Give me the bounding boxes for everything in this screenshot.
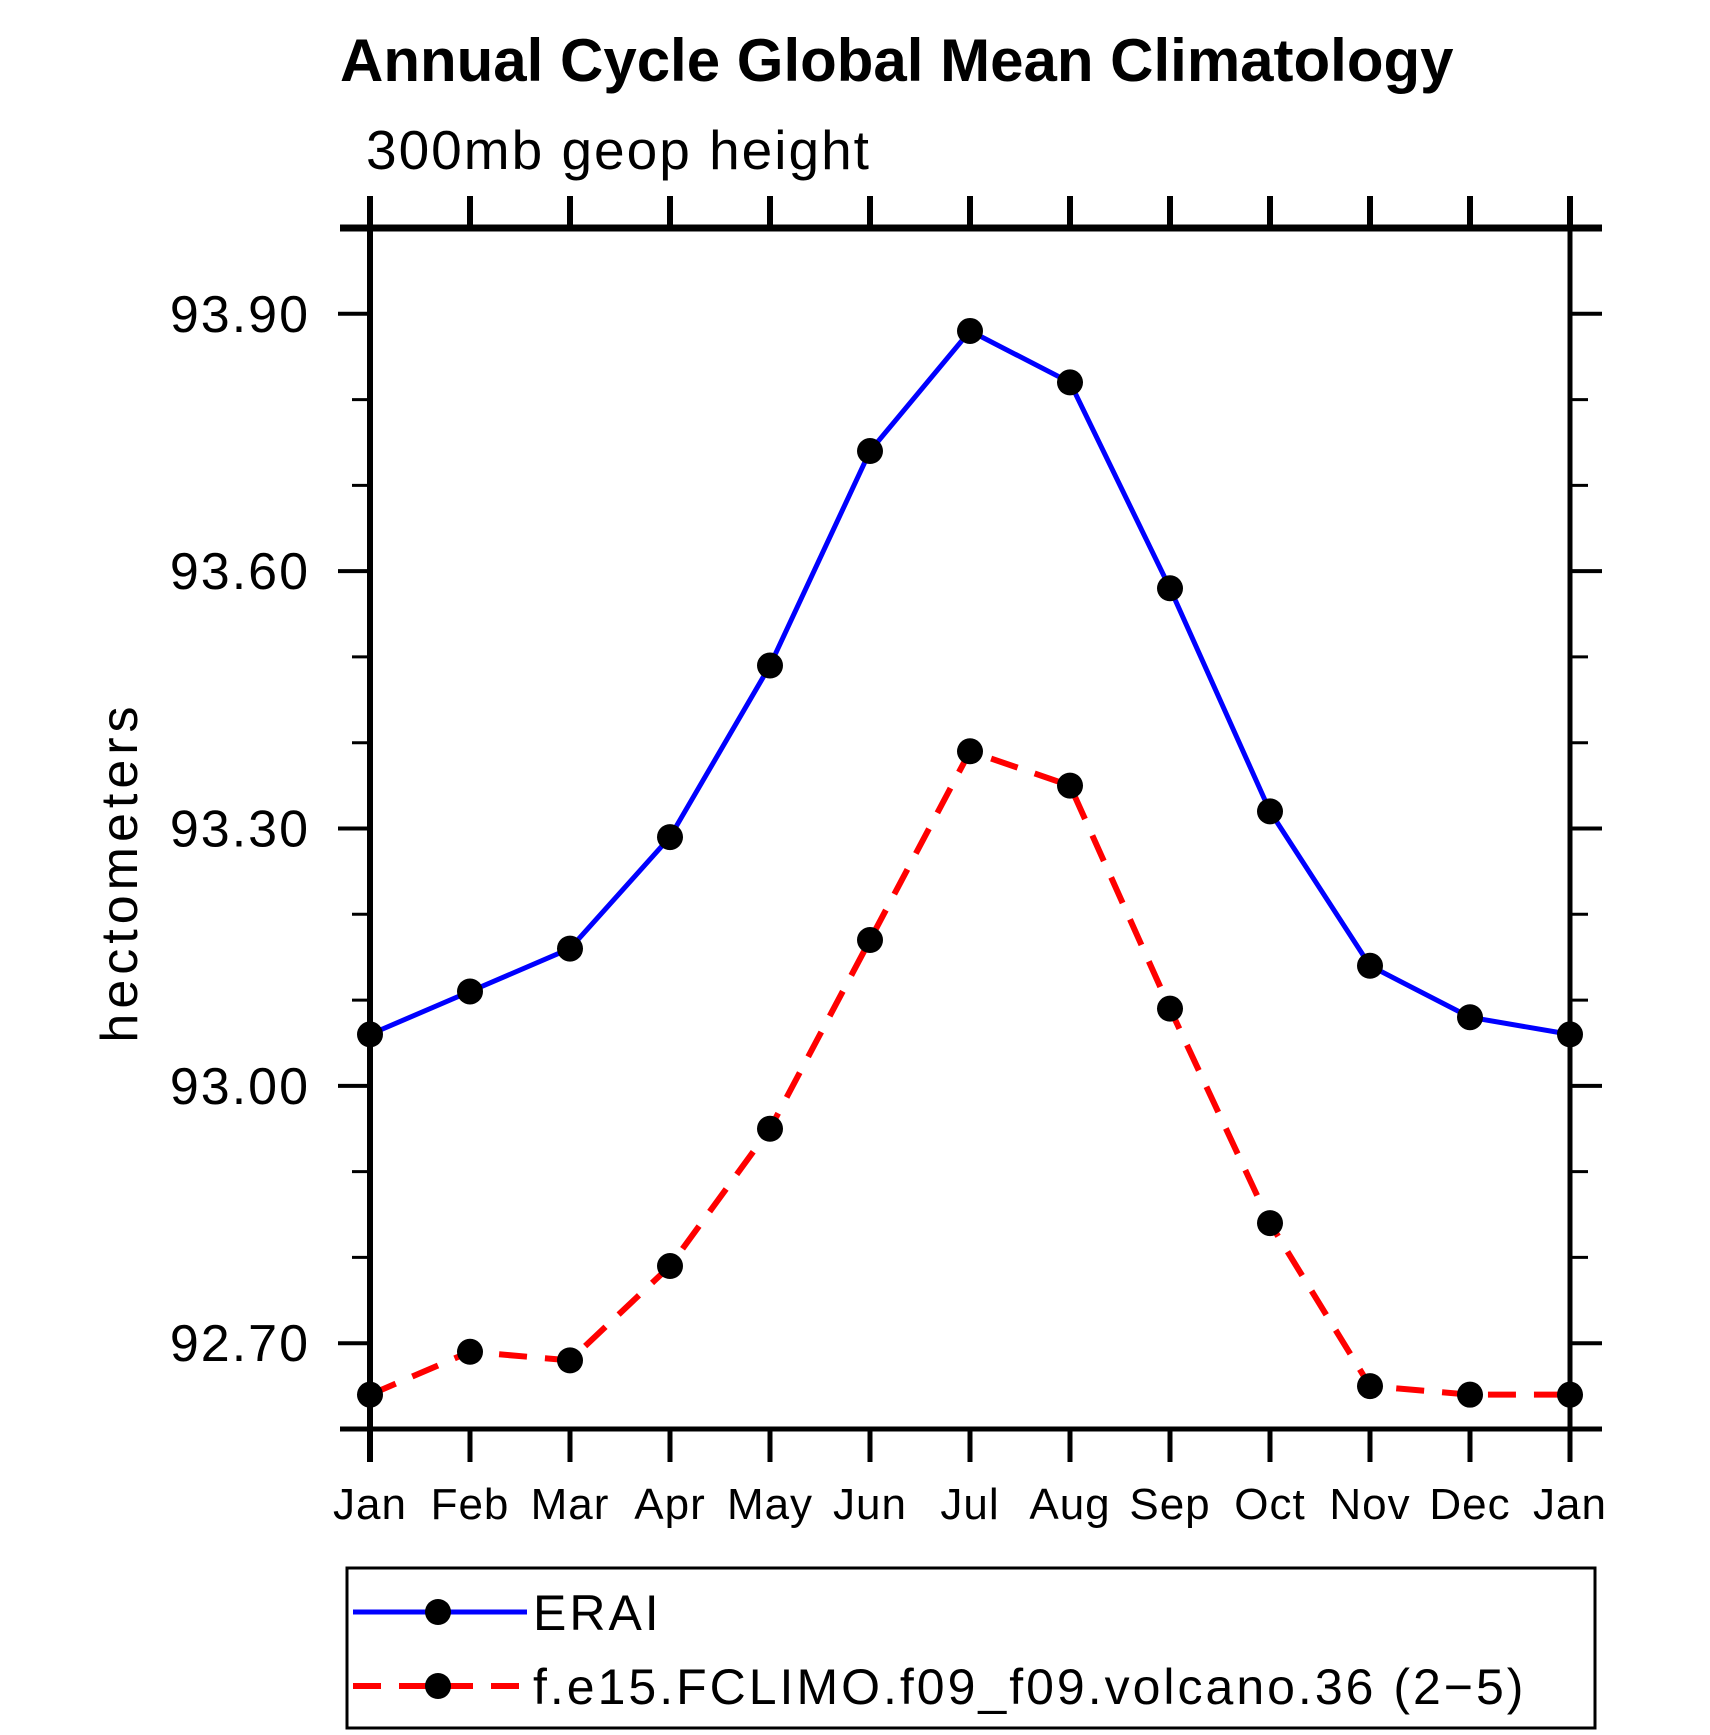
y-tick-label: 93.30 (170, 801, 310, 859)
model-data-point (657, 1253, 683, 1280)
x-tick-label: Mar (531, 1480, 610, 1529)
erai-data-point (1557, 1021, 1583, 1048)
x-tick-label: Oct (1234, 1480, 1305, 1529)
x-tick-label: Feb (431, 1480, 510, 1529)
erai-data-point (557, 935, 583, 962)
model-series-line (368, 747, 1570, 1398)
x-tick-label: Dec (1429, 1480, 1510, 1529)
model-data-point (757, 1115, 783, 1142)
model-data-point (1157, 995, 1183, 1022)
model-data-point (557, 1347, 583, 1374)
y-axis-title: hectometers (91, 701, 149, 1043)
y-tick-label: 92.70 (170, 1315, 310, 1373)
model-data-point (1557, 1381, 1583, 1408)
legend-model-marker (425, 1673, 451, 1699)
erai-series-line (369, 327, 1571, 1037)
y-tick-label: 93.90 (170, 286, 310, 344)
legend-erai-marker (425, 1599, 451, 1625)
y-tick-label: 93.60 (170, 543, 310, 601)
model-data-point (1357, 1373, 1383, 1400)
model-data-point (1257, 1210, 1283, 1237)
erai-data-point (957, 317, 983, 344)
legend-erai-label: ERAI (533, 1585, 662, 1641)
erai-data-point (757, 652, 783, 679)
erai-data-point (657, 824, 683, 851)
x-tick-label: Aug (1029, 1480, 1110, 1529)
erai-data-point (1257, 798, 1283, 825)
model-data-point (857, 927, 883, 954)
erai-data-point (1357, 952, 1383, 979)
x-tick-label: May (727, 1480, 813, 1529)
chart-title: Annual Cycle Global Mean Climatology (340, 27, 1454, 94)
x-tick-label: Jul (940, 1480, 999, 1529)
legend-model-label: f.e15.FCLIMO.f09_f09.volcano.36 (2−5) (533, 1659, 1526, 1715)
model-data-point (457, 1338, 483, 1365)
erai-data-point (1157, 575, 1183, 602)
x-tick-label: Sep (1129, 1480, 1210, 1529)
model-data-point (1057, 772, 1083, 799)
x-tick-label: Jan (1533, 1480, 1607, 1529)
x-tick-label: Jan (333, 1480, 407, 1529)
x-tick-label: Jun (833, 1480, 907, 1529)
y-tick-label: 93.00 (170, 1058, 310, 1116)
model-data-point (1457, 1381, 1483, 1408)
x-tick-label: Nov (1329, 1480, 1410, 1529)
erai-data-point (1057, 369, 1083, 396)
model-data-point (357, 1381, 383, 1408)
model-data-point (957, 738, 983, 765)
chart-subtitle: 300mb geop height (366, 119, 871, 181)
erai-data-point (457, 978, 483, 1005)
legend-box (345, 1566, 1597, 1730)
x-tick-label: Apr (634, 1480, 705, 1529)
erai-data-point (857, 438, 883, 465)
erai-data-point (357, 1021, 383, 1048)
erai-data-point (1457, 1004, 1483, 1031)
